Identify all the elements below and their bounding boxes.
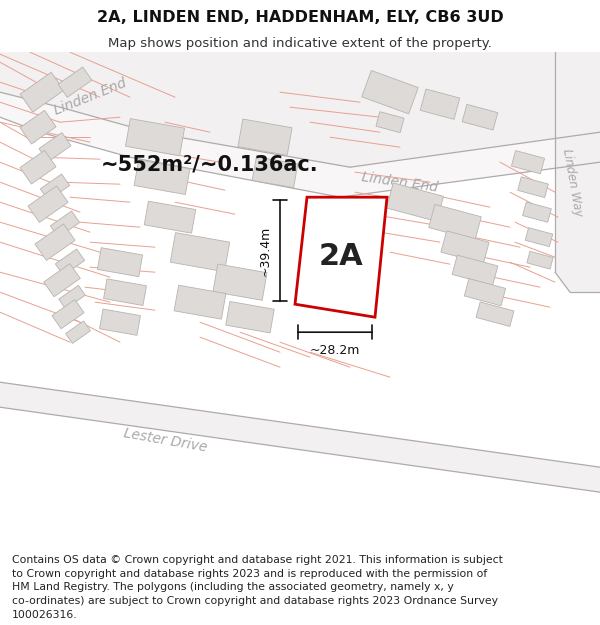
- Text: Linden End: Linden End: [52, 76, 128, 118]
- Polygon shape: [144, 201, 196, 233]
- Polygon shape: [226, 301, 274, 333]
- Polygon shape: [525, 228, 553, 247]
- Polygon shape: [238, 119, 292, 156]
- Text: ~552m²/~0.136ac.: ~552m²/~0.136ac.: [101, 154, 319, 174]
- Polygon shape: [125, 119, 185, 156]
- Polygon shape: [464, 279, 506, 306]
- Polygon shape: [50, 211, 80, 238]
- Polygon shape: [20, 72, 64, 112]
- Polygon shape: [518, 177, 548, 198]
- Polygon shape: [362, 71, 418, 114]
- Polygon shape: [59, 286, 85, 309]
- Polygon shape: [97, 248, 143, 277]
- Polygon shape: [40, 174, 70, 201]
- Polygon shape: [20, 151, 56, 184]
- Polygon shape: [555, 52, 600, 292]
- Text: 2A, LINDEN END, HADDENHAM, ELY, CB6 3UD: 2A, LINDEN END, HADDENHAM, ELY, CB6 3UD: [97, 10, 503, 25]
- Polygon shape: [44, 264, 80, 297]
- Polygon shape: [462, 104, 498, 130]
- Polygon shape: [523, 202, 551, 222]
- Polygon shape: [527, 251, 553, 269]
- Polygon shape: [511, 151, 545, 174]
- Polygon shape: [174, 285, 226, 319]
- Polygon shape: [134, 160, 190, 194]
- Polygon shape: [0, 382, 600, 492]
- Text: Contains OS data © Crown copyright and database right 2021. This information is : Contains OS data © Crown copyright and d…: [12, 555, 503, 619]
- Polygon shape: [104, 279, 146, 306]
- Polygon shape: [452, 255, 498, 285]
- Polygon shape: [28, 186, 68, 222]
- Text: Map shows position and indicative extent of the property.: Map shows position and indicative extent…: [108, 37, 492, 50]
- Text: Linden Way: Linden Way: [560, 148, 584, 217]
- Polygon shape: [441, 231, 489, 264]
- Polygon shape: [100, 309, 140, 336]
- Polygon shape: [35, 224, 75, 261]
- Polygon shape: [295, 198, 387, 317]
- Polygon shape: [20, 111, 56, 144]
- Text: Lester Drive: Lester Drive: [122, 426, 208, 454]
- Polygon shape: [65, 321, 91, 343]
- Polygon shape: [58, 67, 92, 98]
- Polygon shape: [0, 52, 600, 167]
- Text: ~39.4m: ~39.4m: [259, 226, 272, 276]
- Polygon shape: [252, 157, 298, 188]
- Polygon shape: [420, 89, 460, 119]
- Polygon shape: [213, 264, 267, 301]
- Polygon shape: [429, 204, 481, 240]
- Text: ~28.2m: ~28.2m: [310, 344, 360, 357]
- Polygon shape: [55, 249, 85, 276]
- Polygon shape: [52, 299, 84, 329]
- Polygon shape: [39, 132, 71, 162]
- Polygon shape: [170, 232, 230, 272]
- Text: 2A: 2A: [319, 242, 364, 271]
- Polygon shape: [376, 112, 404, 132]
- Text: Linden End: Linden End: [361, 170, 439, 194]
- Polygon shape: [0, 92, 600, 198]
- Polygon shape: [386, 183, 443, 221]
- Polygon shape: [476, 302, 514, 326]
